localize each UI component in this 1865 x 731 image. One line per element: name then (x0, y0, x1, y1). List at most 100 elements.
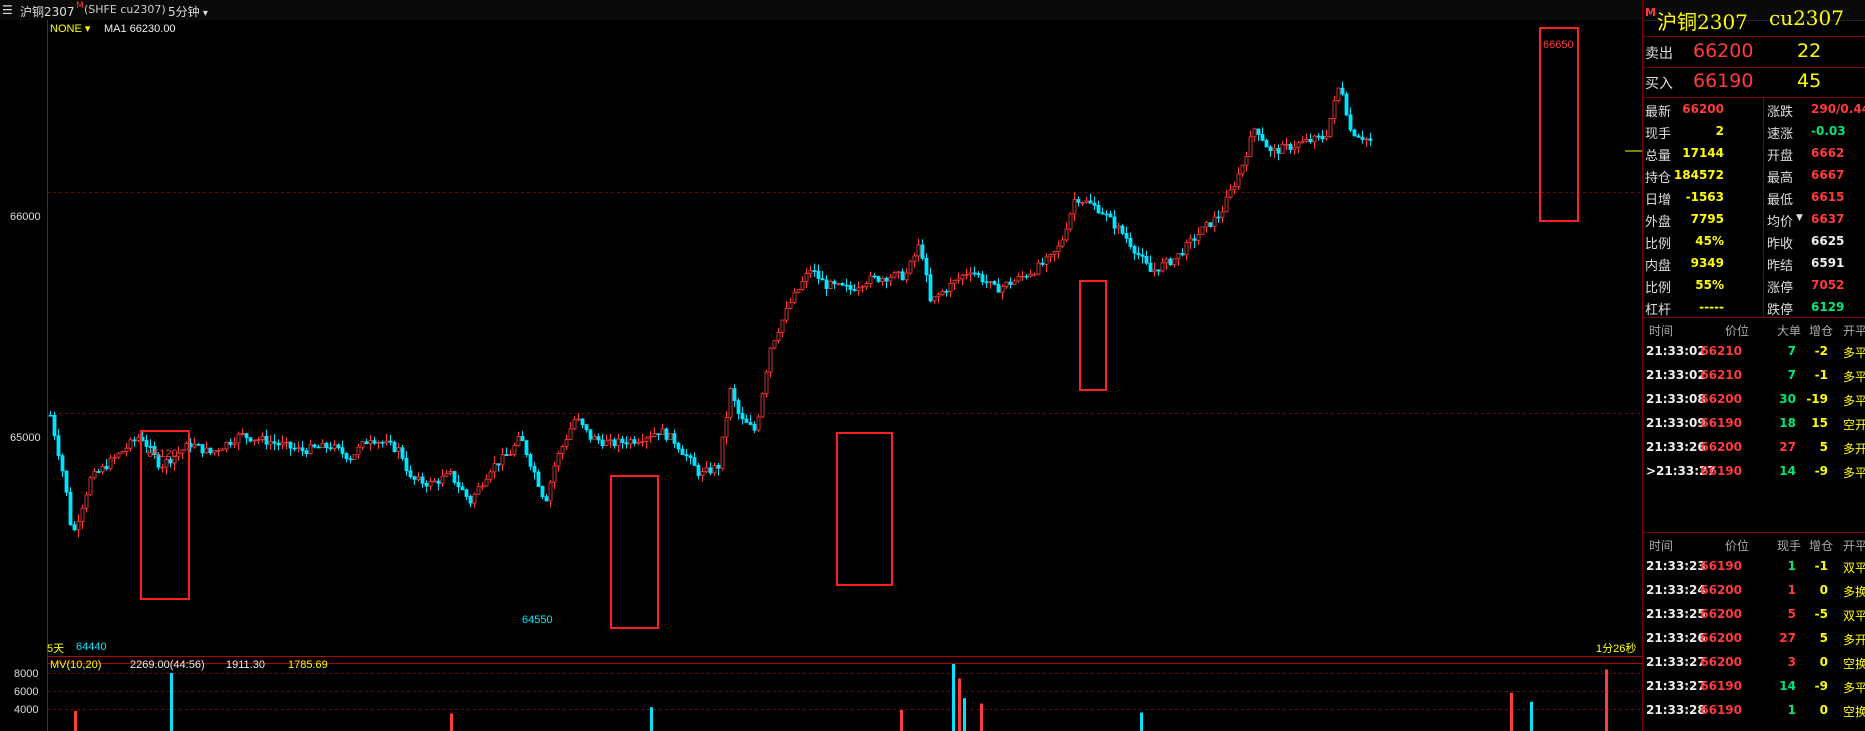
tick-row[interactable]: 21:33:25 66200 5 -5 双平 (1643, 603, 1865, 625)
candle (816, 264, 821, 285)
tick-type: 双平 (1843, 609, 1865, 623)
tick-oi-change: 0 (1819, 583, 1828, 597)
candle (500, 448, 505, 471)
range-label[interactable]: 5天 (47, 643, 64, 655)
volume-bar (963, 698, 966, 731)
candle (1196, 227, 1201, 245)
countdown-label: 1分26秒 (1596, 641, 1636, 655)
tick-price: 66200 (1700, 607, 1742, 621)
candle (404, 451, 409, 476)
candle (1244, 152, 1249, 172)
tick-time: 21:33:25 (1646, 607, 1706, 621)
tick-row[interactable]: 21:33:09 66190 18 15 空开 (1643, 412, 1865, 434)
volume-indicator-label[interactable]: MV(10,20) (50, 659, 101, 671)
tick-row[interactable]: 21:33:02 66210 7 -1 多平 (1643, 364, 1865, 386)
tick-volume: 1 (1787, 559, 1796, 573)
stat-value: -0.03 (1811, 124, 1846, 138)
candle (848, 281, 853, 295)
candle (80, 504, 85, 529)
candle (440, 469, 445, 487)
candle (384, 433, 389, 446)
tick-row[interactable]: >21:33:27 66190 14 -9 多平 (1643, 460, 1865, 482)
indicator-mode-label[interactable]: NONE (50, 23, 82, 35)
volume-bar (900, 709, 903, 731)
stat-label: 涨跌 (1767, 105, 1794, 120)
candle (1188, 234, 1193, 249)
tick-row[interactable]: 21:33:02 66210 7 -2 多平 (1643, 340, 1865, 362)
symbol-label[interactable]: 沪铜2307 (20, 5, 75, 19)
tick-row[interactable]: 21:33:08 66200 30 -19 多平 (1643, 388, 1865, 410)
candle (520, 430, 525, 442)
candle (1028, 269, 1033, 278)
candle (828, 279, 833, 290)
candle (240, 428, 245, 437)
candle (96, 468, 101, 474)
candle (152, 441, 157, 459)
candle (708, 462, 713, 476)
candle (328, 441, 333, 451)
candle (448, 468, 453, 476)
candle (1012, 278, 1017, 285)
candle (1328, 118, 1333, 138)
indicator-mode[interactable]: NONE ▾ (50, 23, 91, 35)
candle (156, 452, 161, 470)
tick-row[interactable]: 21:33:23 66190 1 -1 双平 (1643, 555, 1865, 577)
tick-volume: 5 (1787, 607, 1796, 621)
tick-time: 21:33:09 (1646, 416, 1706, 430)
candle (356, 443, 361, 459)
candle (548, 479, 553, 508)
stat-divider (1763, 98, 1764, 120)
bid-price[interactable]: 66190 (1693, 70, 1754, 92)
candle (656, 433, 661, 441)
stat-label: 最低 (1767, 193, 1794, 208)
candle (1040, 257, 1045, 267)
ask-price[interactable]: 66200 (1693, 40, 1754, 62)
bid-label: 买入 (1645, 76, 1673, 92)
candle (528, 452, 533, 471)
tick-row[interactable]: 21:33:26 66200 27 5 多开 (1643, 436, 1865, 458)
volume-bar (74, 710, 77, 731)
tick-row[interactable]: 21:33:28 66190 1 0 空换 (1643, 699, 1865, 721)
candle (468, 494, 473, 508)
candle (672, 429, 677, 449)
candle (444, 470, 449, 477)
candle (1076, 196, 1081, 207)
candle (1160, 257, 1165, 273)
tick-volume: 1 (1787, 583, 1796, 597)
candle (168, 456, 173, 468)
candle (280, 435, 285, 450)
candle (776, 328, 781, 344)
stat-label[interactable]: 均价 (1767, 215, 1794, 230)
tick-price: 66190 (1700, 416, 1742, 430)
candle (100, 463, 105, 475)
tick-row[interactable]: 21:33:27 66190 14 -9 多平 (1643, 675, 1865, 697)
candle (160, 464, 165, 473)
period-selector[interactable]: 5分钟 ▾ (168, 3, 208, 20)
stat-label: 持仓 (1645, 171, 1672, 186)
stat-label: 比例 (1645, 237, 1672, 252)
candle (1264, 138, 1269, 148)
menu-icon[interactable]: ☰ (2, 3, 13, 17)
candle (1008, 277, 1013, 289)
kline-chart[interactable]: 66650 65120 64550 64440 NONE ▾ MA1 66230… (0, 20, 1642, 731)
candle (1224, 189, 1229, 213)
volume-bar (1510, 692, 1513, 731)
tick-type: 双平 (1843, 561, 1865, 575)
tick-type: 多平 (1843, 466, 1865, 480)
candle (556, 450, 561, 472)
candle (820, 270, 825, 281)
tick-type: 多换 (1843, 585, 1865, 599)
candle (104, 459, 109, 471)
candle (1004, 281, 1009, 289)
candle (1088, 193, 1093, 204)
tick-row[interactable]: 21:33:27 66200 3 0 空换 (1643, 651, 1865, 673)
candle (108, 454, 113, 471)
stat-value: 9349 (1690, 256, 1724, 270)
tick-oi-change: 5 (1819, 631, 1828, 645)
tick-row[interactable]: 21:33:24 66200 1 0 多换 (1643, 579, 1865, 601)
tick-row[interactable]: 21:33:26 66200 27 5 多开 (1643, 627, 1865, 649)
stat-label: 比例 (1645, 281, 1672, 296)
candle (740, 406, 745, 425)
candle (808, 265, 813, 278)
candle (1164, 257, 1169, 270)
